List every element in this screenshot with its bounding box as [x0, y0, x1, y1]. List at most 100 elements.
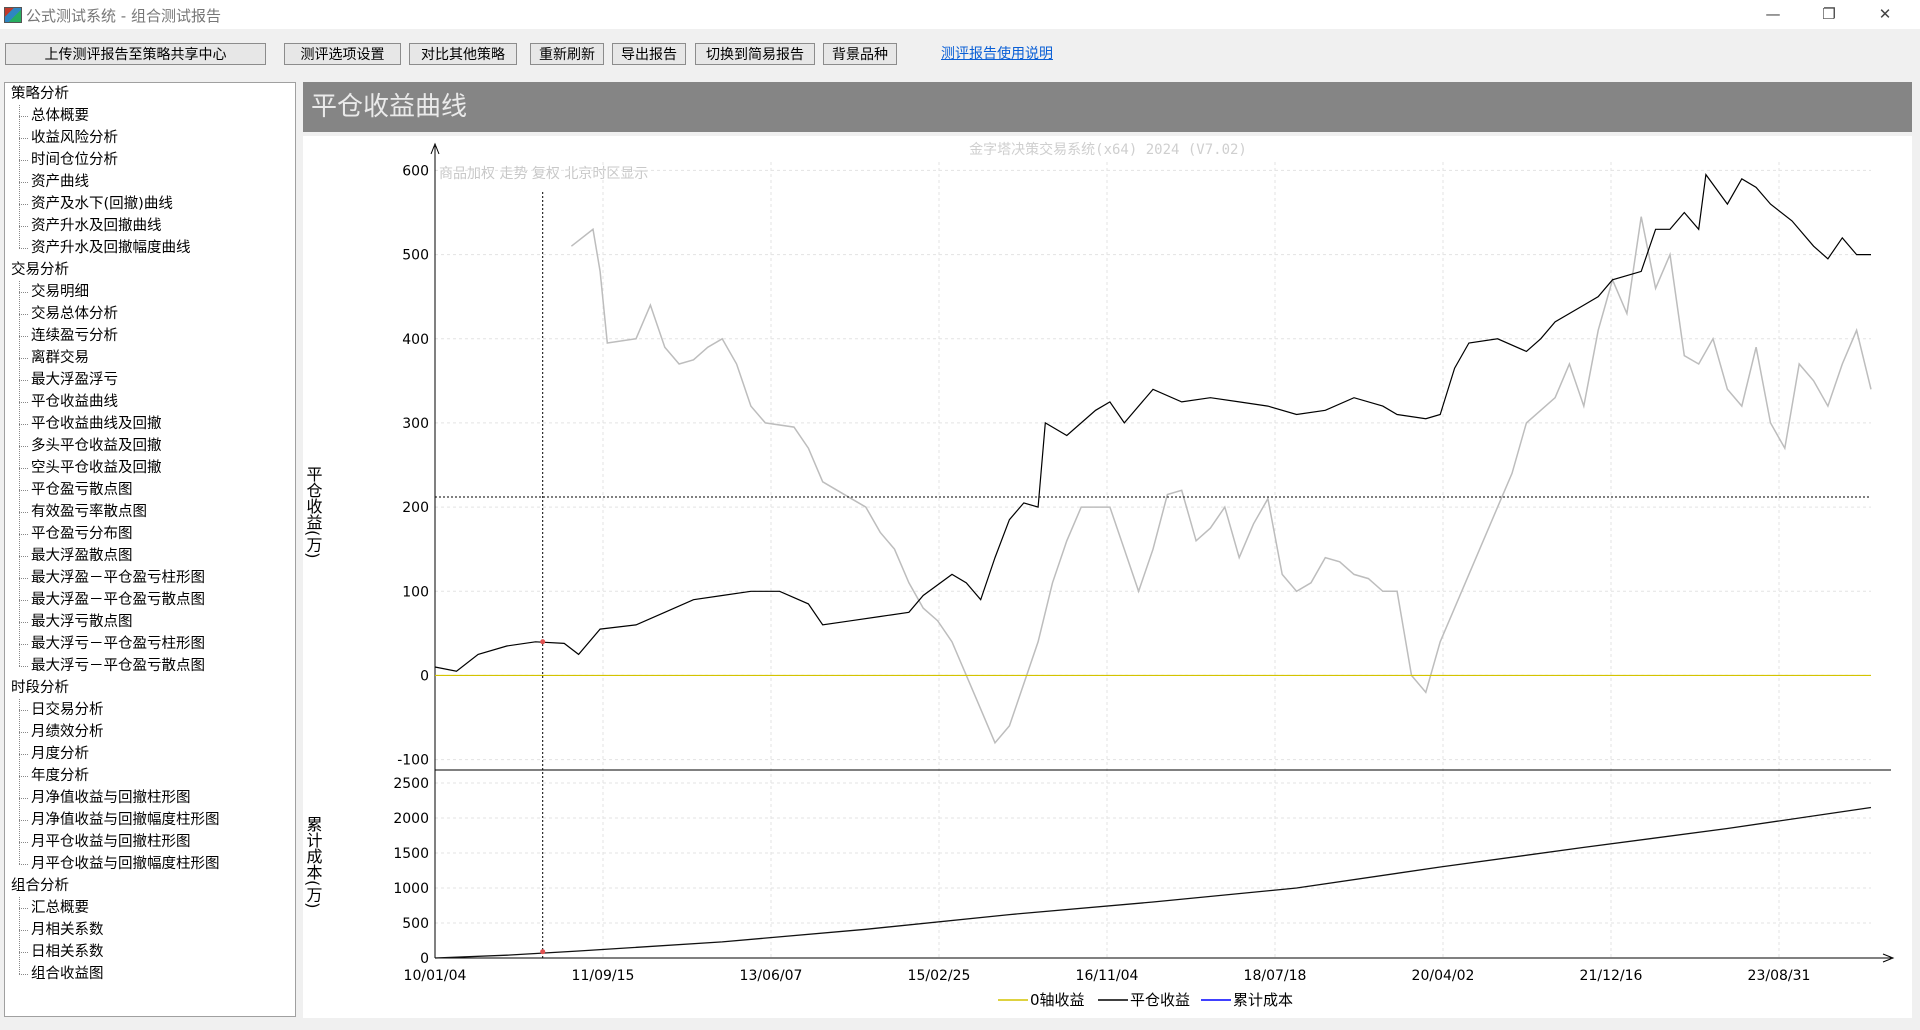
title-bar: 公式测试系统 - 组合测试报告 — ❐ ✕	[0, 0, 1920, 29]
cumulative-cost-line	[434, 806, 1872, 959]
close-profit-chart[interactable]: 金字塔决策交易系统(x64) 2024 (V7.02) 商品加权 走势 复权 北京…	[303, 136, 1912, 1018]
tree-item[interactable]: 资产及水下(回撤)曲线	[5, 193, 295, 215]
y-tick-label: 100	[402, 584, 429, 600]
minimize-button[interactable]: —	[1750, 0, 1796, 29]
tree-item[interactable]: 月净值收益与回撤幅度柱形图	[5, 809, 295, 831]
tree-item[interactable]: 时间仓位分析	[5, 149, 295, 171]
tree-group-label[interactable]: 交易分析	[11, 262, 69, 278]
y-tick-label: 200	[402, 500, 429, 516]
y-tick-label: 0	[420, 951, 429, 967]
tree-item[interactable]: 日交易分析	[5, 699, 295, 721]
tree-item[interactable]: 最大浮亏－平仓盈亏散点图	[5, 655, 295, 677]
y-tick-label: -100	[397, 753, 429, 769]
tree-group: 时段分析日交易分析 月绩效分析 月度分析 年度分析 月净值收益与回撤柱形图 月净值收益与回…	[5, 677, 295, 875]
x-tick-label: 18/07/18	[1244, 968, 1307, 984]
tree-item[interactable]: 最大浮盈散点图	[5, 545, 295, 567]
legend-label: 累计成本	[1233, 991, 1293, 1009]
tree-children: 交易明细 交易总体分析 连续盈亏分析 离群交易 最大浮盈浮亏 平仓收益曲线 平仓收益曲线及回…	[5, 281, 295, 677]
top-y-axis-label: 平仓收益(万)	[304, 466, 323, 558]
eval-options-button[interactable]: 测评选项设置	[284, 43, 401, 65]
tree-children: 日交易分析 月绩效分析 月度分析 年度分析 月净值收益与回撤柱形图 月净值收益与回撤幅度柱…	[5, 699, 295, 875]
restore-icon: ❐	[1822, 5, 1836, 23]
tree-item[interactable]: 年度分析	[5, 765, 295, 787]
close-button[interactable]: ✕	[1862, 0, 1908, 29]
export-report-button[interactable]: 导出报告	[612, 43, 686, 65]
tree-group-label[interactable]: 组合分析	[11, 878, 69, 894]
tree-item[interactable]: 月平仓收益与回撤柱形图	[5, 831, 295, 853]
compare-strategy-button[interactable]: 对比其他策略	[409, 43, 517, 65]
tree-group-label[interactable]: 策略分析	[11, 86, 69, 102]
tree-item[interactable]: 月净值收益与回撤柱形图	[5, 787, 295, 809]
tree-item[interactable]: 收益风险分析	[5, 127, 295, 149]
chart-watermark: 金字塔决策交易系统(x64) 2024 (V7.02)	[969, 141, 1247, 158]
tree-item[interactable]: 资产曲线	[5, 171, 295, 193]
tree-item[interactable]: 最大浮亏散点图	[5, 611, 295, 633]
y-tick-label: 400	[402, 332, 429, 348]
window-title: 公式测试系统 - 组合测试报告	[26, 7, 221, 25]
close-icon: ✕	[1878, 5, 1892, 23]
y-tick-label: 1000	[393, 881, 429, 897]
y-tick-label: 500	[402, 916, 429, 932]
background-symbol-button[interactable]: 背景品种	[823, 43, 897, 65]
tree-item[interactable]: 多头平仓收益及回撤	[5, 435, 295, 457]
minimize-icon: —	[1765, 5, 1781, 23]
tree-item[interactable]: 交易明细	[5, 281, 295, 303]
tree-item[interactable]: 有效盈亏率散点图	[5, 501, 295, 523]
x-tick-label: 13/06/07	[740, 968, 803, 984]
tree-item[interactable]: 最大浮盈－平仓盈亏散点图	[5, 589, 295, 611]
tree-group: 组合分析汇总概要 月相关系数 日相关系数 组合收益图	[5, 875, 295, 985]
restore-button[interactable]: ❐	[1806, 0, 1852, 29]
chart-area[interactable]: 金字塔决策交易系统(x64) 2024 (V7.02) 商品加权 走势 复权 北京…	[303, 136, 1912, 1018]
x-tick-label: 20/04/02	[1412, 968, 1475, 984]
help-link[interactable]: 测评报告使用说明	[941, 46, 1053, 62]
close-profit-line	[434, 173, 1871, 672]
tree-item[interactable]: 日相关系数	[5, 941, 295, 963]
tree-item[interactable]: 离群交易	[5, 347, 295, 369]
y-tick-label: 0	[420, 668, 429, 684]
tree-item[interactable]: 平仓盈亏散点图	[5, 479, 295, 501]
upload-report-button[interactable]: 上传测评报告至策略共享中心	[5, 43, 266, 65]
tree-item[interactable]: 平仓收益曲线及回撤	[5, 413, 295, 435]
tree-item[interactable]: 最大浮亏－平仓盈亏柱形图	[5, 633, 295, 655]
tree-item[interactable]: 平仓盈亏分布图	[5, 523, 295, 545]
x-tick-label: 23/08/31	[1748, 968, 1811, 984]
tree-view: 策略分析总体概要 收益风险分析 时间仓位分析 资产曲线 资产及水下(回撤)曲线 资产升水及…	[5, 83, 295, 985]
tree-item[interactable]: 连续盈亏分析	[5, 325, 295, 347]
toolbar: 上传测评报告至策略共享中心 测评选项设置 对比其他策略 重新刷新 导出报告 切换…	[0, 29, 1920, 73]
simple-report-button[interactable]: 切换到简易报告	[695, 43, 815, 65]
background-info-text: 商品加权 走势 复权 北京时区显示	[439, 165, 648, 182]
tree-item[interactable]: 月相关系数	[5, 919, 295, 941]
x-tick-label: 21/12/16	[1580, 968, 1643, 984]
tree-item[interactable]: 月平仓收益与回撤幅度柱形图	[5, 853, 295, 875]
y-tick-label: 500	[402, 248, 429, 264]
x-tick-label: 11/09/15	[572, 968, 635, 984]
background-symbol-line	[570, 216, 1872, 745]
x-axis-arrow	[1882, 953, 1895, 963]
tree-item[interactable]: 汇总概要	[5, 897, 295, 919]
refresh-button[interactable]: 重新刷新	[530, 43, 604, 65]
tree-item[interactable]: 总体概要	[5, 105, 295, 127]
y-tick-label: 2000	[393, 811, 429, 827]
tree-item[interactable]: 组合收益图	[5, 963, 295, 985]
bottom-y-axis-label: 累计成本(万)	[304, 816, 323, 908]
x-tick-label: 10/01/04	[404, 968, 467, 984]
crosshair-marker	[540, 639, 546, 645]
tree-item[interactable]: 资产升水及回撤幅度曲线	[5, 237, 295, 259]
tree-item[interactable]: 平仓收益曲线	[5, 391, 295, 413]
tree-item[interactable]: 空头平仓收益及回撤	[5, 457, 295, 479]
y-tick-label: 2500	[393, 776, 429, 792]
tree-item[interactable]: 交易总体分析	[5, 303, 295, 325]
tree-item[interactable]: 月绩效分析	[5, 721, 295, 743]
tree-item[interactable]: 最大浮盈－平仓盈亏柱形图	[5, 567, 295, 589]
tree-group-label[interactable]: 时段分析	[11, 680, 69, 696]
sidebar-tree: 策略分析总体概要 收益风险分析 时间仓位分析 资产曲线 资产及水下(回撤)曲线 资产升水及…	[4, 82, 296, 1017]
x-tick-label: 16/11/04	[1076, 968, 1139, 984]
y-tick-label: 1500	[393, 846, 429, 862]
legend-label: 平仓收益	[1130, 991, 1190, 1009]
y-tick-label: 300	[402, 416, 429, 432]
tree-children: 总体概要 收益风险分析 时间仓位分析 资产曲线 资产及水下(回撤)曲线 资产升水及回撤曲线…	[5, 105, 295, 259]
tree-item[interactable]: 最大浮盈浮亏	[5, 369, 295, 391]
tree-group: 策略分析总体概要 收益风险分析 时间仓位分析 资产曲线 资产及水下(回撤)曲线 资产升水及…	[5, 83, 295, 259]
tree-item[interactable]: 月度分析	[5, 743, 295, 765]
tree-item[interactable]: 资产升水及回撤曲线	[5, 215, 295, 237]
